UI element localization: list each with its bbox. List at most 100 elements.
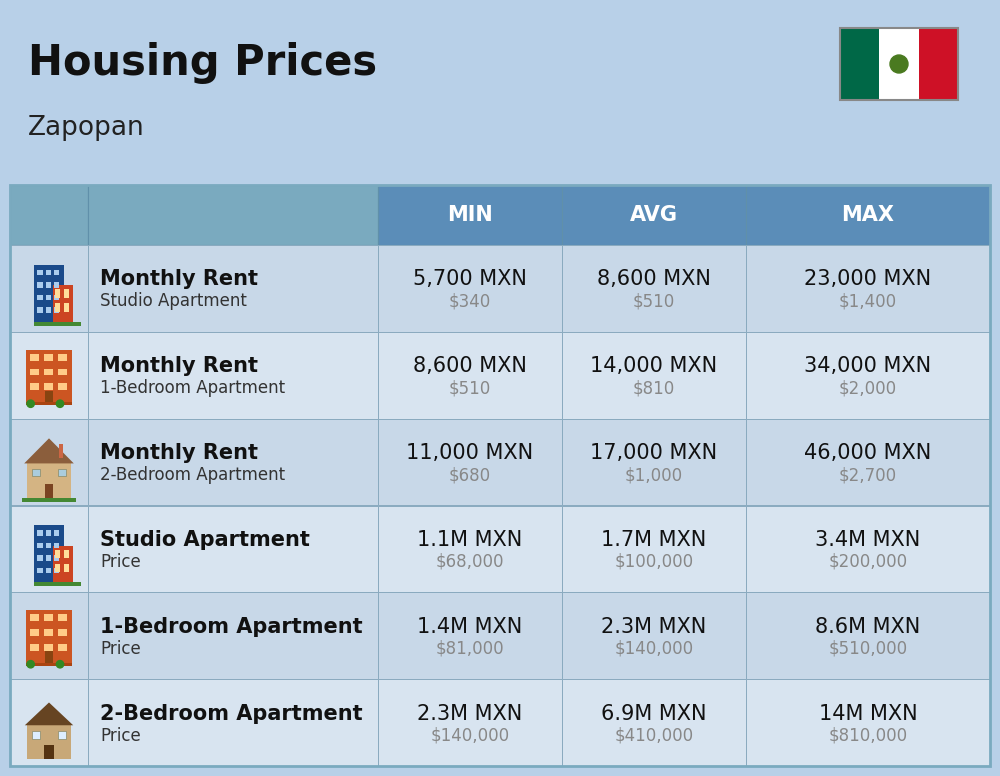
Bar — [44, 354, 53, 361]
Text: 8,600 MXN: 8,600 MXN — [413, 356, 527, 376]
Bar — [562, 419, 746, 505]
Text: $340: $340 — [449, 293, 491, 310]
Bar — [45, 390, 53, 402]
Text: $1,000: $1,000 — [625, 466, 683, 484]
Bar — [46, 307, 51, 313]
Text: 46,000 MXN: 46,000 MXN — [804, 443, 932, 463]
Bar — [30, 369, 39, 376]
Bar — [378, 419, 562, 505]
Bar — [32, 469, 40, 476]
Bar — [88, 592, 378, 679]
Text: 2.3M MXN: 2.3M MXN — [417, 704, 523, 723]
Bar — [54, 269, 59, 275]
Bar — [64, 550, 69, 558]
Text: 2-Bedroom Apartment: 2-Bedroom Apartment — [100, 466, 285, 484]
Bar — [37, 567, 43, 573]
Bar — [746, 185, 990, 245]
Text: AVG: AVG — [630, 205, 678, 225]
Bar — [27, 463, 71, 498]
Bar — [30, 629, 39, 636]
Bar — [37, 282, 43, 288]
Bar — [22, 498, 76, 502]
Bar — [44, 746, 54, 759]
Bar — [746, 592, 990, 679]
Text: 8,600 MXN: 8,600 MXN — [597, 269, 711, 289]
Bar — [378, 505, 562, 592]
Bar — [88, 332, 378, 419]
Bar — [378, 679, 562, 766]
Text: 1.4M MXN: 1.4M MXN — [417, 617, 523, 637]
Bar — [37, 269, 43, 275]
Text: $2,000: $2,000 — [839, 379, 897, 397]
Bar — [10, 592, 88, 679]
Bar — [64, 289, 69, 297]
Bar — [30, 354, 39, 361]
Bar — [46, 567, 51, 573]
Text: $680: $680 — [449, 466, 491, 484]
Bar — [58, 731, 66, 739]
Bar — [46, 295, 51, 300]
Text: $100,000: $100,000 — [614, 553, 694, 571]
Bar — [53, 546, 73, 583]
Bar — [10, 679, 88, 766]
Bar — [44, 615, 53, 622]
Bar — [840, 28, 958, 100]
Bar — [10, 185, 88, 245]
Bar — [34, 265, 64, 322]
Text: $140,000: $140,000 — [430, 726, 510, 745]
Bar — [10, 419, 88, 505]
Bar — [32, 731, 40, 739]
Bar — [30, 383, 39, 390]
Text: MIN: MIN — [447, 205, 493, 225]
Bar — [46, 530, 51, 535]
Text: $200,000: $200,000 — [828, 553, 908, 571]
Bar — [30, 615, 39, 622]
Bar — [10, 505, 88, 592]
Text: Zapopan: Zapopan — [28, 115, 145, 141]
Bar — [26, 663, 72, 666]
Text: $410,000: $410,000 — [614, 726, 694, 745]
Text: Studio Apartment: Studio Apartment — [100, 293, 247, 310]
Bar — [46, 555, 51, 561]
Bar — [378, 245, 562, 332]
Bar — [919, 28, 958, 100]
Bar — [64, 564, 69, 572]
Text: 1-Bedroom Apartment: 1-Bedroom Apartment — [100, 617, 363, 637]
Bar — [10, 245, 88, 332]
Bar — [58, 644, 67, 650]
Bar — [55, 564, 60, 572]
Bar — [58, 383, 67, 390]
Bar — [54, 295, 59, 300]
Bar — [562, 245, 746, 332]
Bar — [55, 550, 60, 558]
Bar — [58, 354, 67, 361]
Bar — [746, 245, 990, 332]
Polygon shape — [24, 438, 74, 463]
Text: $140,000: $140,000 — [614, 639, 694, 658]
Bar — [44, 629, 53, 636]
Circle shape — [890, 55, 908, 73]
Text: Monthly Rent: Monthly Rent — [100, 356, 258, 376]
Bar — [562, 679, 746, 766]
Circle shape — [56, 660, 64, 668]
Text: Price: Price — [100, 726, 141, 745]
Text: $81,000: $81,000 — [436, 639, 504, 658]
Bar — [378, 332, 562, 419]
Text: MAX: MAX — [842, 205, 895, 225]
Bar — [55, 303, 60, 312]
Bar — [10, 185, 990, 766]
Text: 1.7M MXN: 1.7M MXN — [601, 530, 707, 550]
Text: 8.6M MXN: 8.6M MXN — [815, 617, 921, 637]
Text: Monthly Rent: Monthly Rent — [100, 443, 258, 463]
Bar — [26, 402, 72, 405]
Bar — [54, 307, 59, 313]
Bar — [746, 332, 990, 419]
Bar — [54, 555, 59, 561]
Text: 1-Bedroom Apartment: 1-Bedroom Apartment — [100, 379, 285, 397]
Bar — [26, 610, 72, 663]
Bar — [37, 542, 43, 549]
Bar — [59, 445, 63, 458]
Circle shape — [56, 400, 64, 407]
Bar — [88, 245, 378, 332]
Bar — [37, 530, 43, 535]
